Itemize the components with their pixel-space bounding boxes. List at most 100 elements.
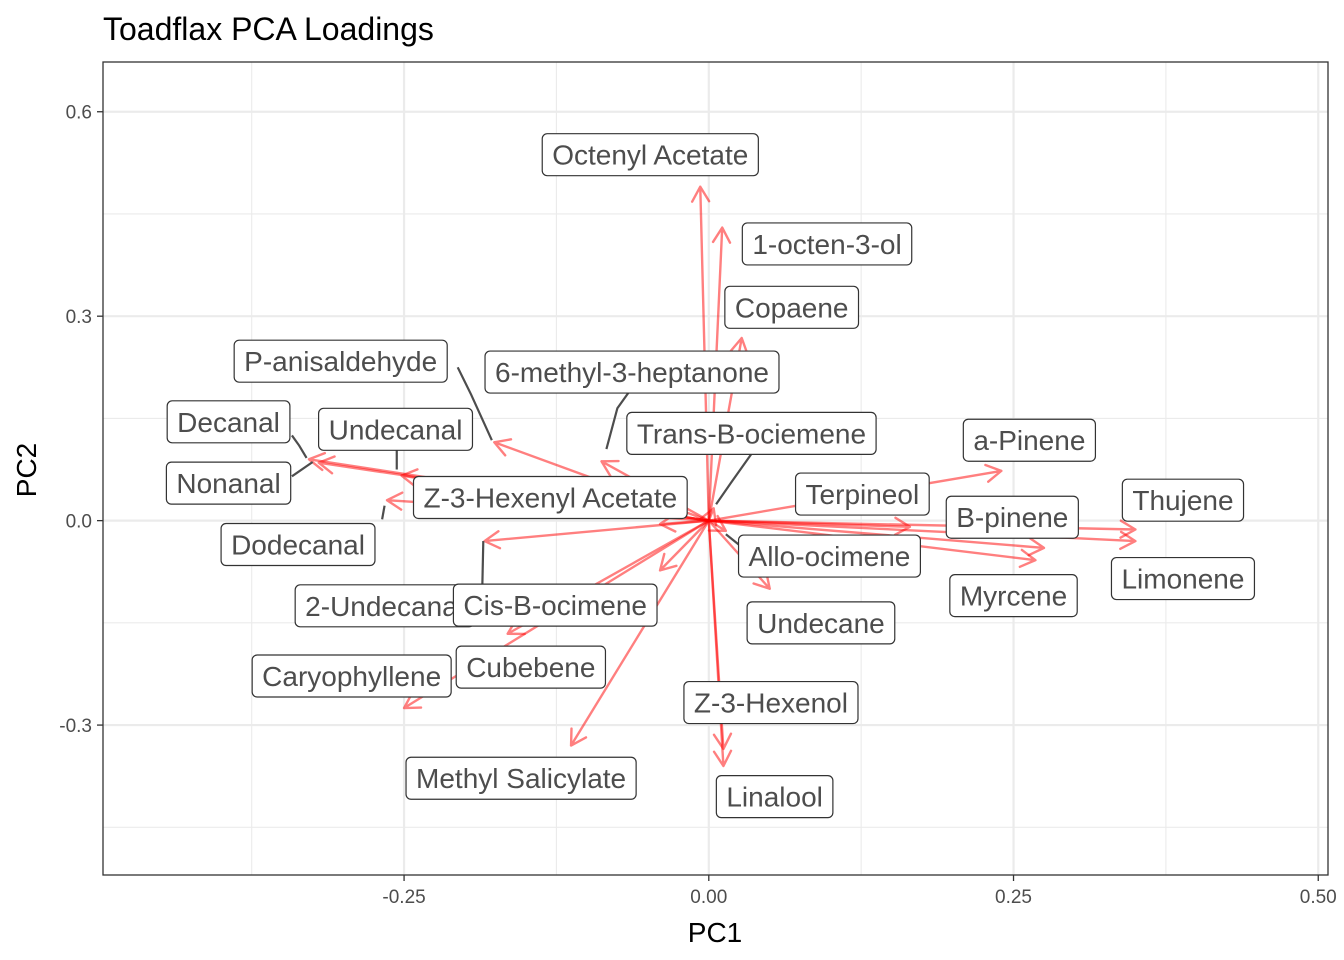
y-tick-label: 0.0 [66, 512, 92, 533]
variable-label-box [741, 222, 913, 266]
variable-label-box [715, 775, 834, 819]
variable-label: B-pinene [945, 495, 1079, 539]
variable-label-box [251, 654, 452, 698]
variable-labels: Octenyl Acetate 1-octen-3-ol Copaene 6-meth… [165, 133, 1256, 819]
variable-label-text: P-anisaldehyde [244, 346, 437, 377]
variable-label-text: Octenyl Acetate [552, 140, 748, 171]
variable-label-box [746, 601, 896, 645]
variable-label: Methyl Salicylate [405, 756, 637, 800]
chart-title: Toadflax PCA Loadings [103, 11, 434, 47]
variable-label-box [1121, 478, 1245, 522]
variable-label-box [165, 461, 292, 505]
variable-label-box [626, 411, 877, 456]
variable-label-text: Trans-B-ociemene [637, 418, 866, 449]
variable-label-text: Linalool [726, 782, 823, 813]
loading-arrow [658, 519, 710, 572]
variable-label: Caryophyllene [251, 654, 452, 698]
variable-label: 6-methyl-3-heptanone [484, 350, 780, 394]
variable-label: Myrcene [949, 573, 1078, 618]
variable-label: Nonanal [165, 461, 292, 505]
variable-label-box [949, 573, 1078, 618]
variable-label-text: B-pinene [956, 502, 1068, 533]
variable-label-text: Copaene [735, 292, 849, 323]
variable-label-text: Cis-B-ocimene [463, 590, 647, 621]
y-tick-label: 0.6 [66, 103, 92, 124]
variable-label-box [412, 475, 688, 520]
variable-label: Decanal [166, 400, 291, 444]
variable-label-text: Cubebene [466, 652, 595, 683]
variable-label: Undecanal [317, 407, 474, 451]
variable-label: Thujene [1121, 478, 1245, 522]
variable-label-text: Dodecanal [231, 529, 365, 560]
variable-label-text: Z-3-Hexenol [694, 688, 848, 719]
variable-label-text: Terpineol [806, 479, 920, 510]
variable-label: Cubebene [455, 645, 607, 689]
variable-label-box [452, 583, 658, 627]
variable-label-box [541, 133, 759, 177]
variable-label-box [220, 522, 376, 567]
loading-arrow [569, 519, 710, 747]
variable-label-text: Thujene [1132, 485, 1233, 516]
variable-label: Trans-B-ociemene [626, 411, 877, 456]
variable-label: a-Pinene [962, 418, 1097, 462]
variable-label-box [1110, 556, 1256, 601]
variable-label: Undecane [746, 601, 896, 645]
plot-panel-border [102, 61, 1329, 876]
x-tick-label: 0.25 [995, 887, 1032, 908]
variable-label: Linalool [715, 775, 834, 819]
variable-label-box [794, 472, 930, 516]
x-axis-title: PC1 [688, 917, 742, 948]
variable-label-box [945, 495, 1079, 539]
variable-label-text: 2-Undecanal [305, 591, 464, 622]
variable-label-box [737, 534, 921, 578]
label-leader-lines [291, 366, 753, 598]
variable-label: Limonene [1110, 556, 1256, 601]
variable-label-text: a-Pinene [973, 425, 1085, 456]
variable-label: Dodecanal [220, 522, 376, 567]
variable-label-box [724, 285, 860, 329]
variable-label-box [484, 350, 780, 394]
variable-label-text: Allo-ocimene [749, 541, 911, 572]
variable-label-text: Undecane [757, 608, 885, 639]
variable-label-box [233, 339, 448, 383]
label-leader-line [605, 387, 633, 450]
variable-label-text: Decanal [177, 407, 280, 438]
label-leader-line [715, 453, 753, 505]
x-tick-label: -0.25 [382, 887, 425, 908]
variable-label-text: Undecanal [329, 414, 463, 445]
variable-label-text: Myrcene [960, 581, 1067, 612]
variable-label-box [455, 645, 607, 689]
variable-label-box [962, 418, 1097, 462]
variable-label: Copaene [724, 285, 860, 329]
variable-label: Octenyl Acetate [541, 133, 759, 177]
y-axis-title: PC2 [11, 443, 42, 497]
variable-label-box [405, 756, 637, 800]
variable-label: P-anisaldehyde [233, 339, 448, 383]
variable-label-text: Z-3-Hexenyl Acetate [424, 482, 678, 513]
variable-label-text: Nonanal [176, 468, 280, 499]
variable-label-text: Methyl Salicylate [416, 763, 626, 794]
loading-arrow [483, 519, 710, 550]
x-tick-label: 0.00 [690, 887, 727, 908]
variable-label-text: 6-methyl-3-heptanone [495, 357, 769, 388]
variable-label: Cis-B-ocimene [452, 583, 658, 627]
loading-arrow [707, 519, 1046, 557]
variable-label-box [683, 680, 859, 725]
variable-label: Z-3-Hexenyl Acetate [412, 475, 688, 520]
label-leader-line [291, 461, 314, 478]
variable-label-box [166, 400, 291, 444]
y-tick-label: 0.3 [66, 307, 92, 328]
label-leader-line [381, 505, 386, 520]
variable-label: 2-Undecanal [294, 584, 475, 628]
x-tick-label: 0.50 [1300, 887, 1337, 908]
axis-ticks: -0.25 0.00 0.25 0.50 -0.3 0.0 0.3 0.6 [59, 103, 1336, 908]
label-leader-line [456, 366, 493, 441]
variable-label: Terpineol [794, 472, 930, 516]
variable-label: Z-3-Hexenol [683, 680, 859, 725]
y-tick-label: -0.3 [59, 716, 92, 737]
variable-label-box [317, 407, 474, 451]
variable-label: 1-octen-3-ol [741, 222, 913, 266]
variable-label-text: 1-octen-3-ol [752, 229, 901, 260]
loading-arrow [707, 519, 733, 768]
